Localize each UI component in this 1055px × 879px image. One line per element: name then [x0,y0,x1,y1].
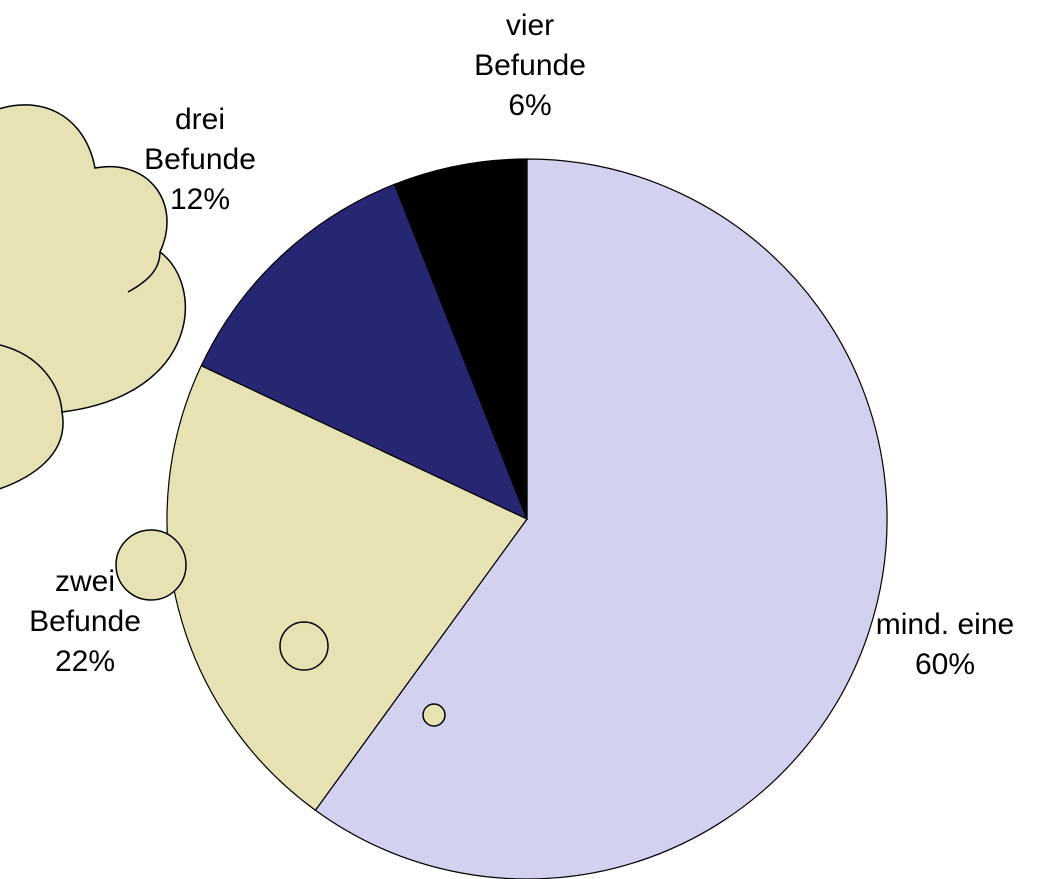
slice-label: zwei Befunde 22% [10,562,160,682]
cloud-fold [127,251,161,293]
category-label: drei Befunde [144,103,256,176]
value-label: 12% [169,183,231,216]
slice-label: mind. eine 60% [855,605,1035,685]
thought-bubble [0,104,446,727]
value-label: 60% [914,648,976,681]
value-label: 22% [54,645,116,678]
cloud-fold [0,344,63,413]
pie-slice [393,158,528,520]
slice-label: drei Befunde 12% [125,100,275,220]
cloud [0,104,187,490]
value-label: 6% [508,89,552,122]
bubble [115,529,187,601]
pie-slice [200,183,529,521]
slice-label: vier Befunde 6% [455,6,605,126]
category-label: zwei Befunde [29,565,141,638]
category-label: vier Befunde [474,9,586,82]
pie-slice [314,158,888,879]
bubble [279,621,329,671]
bubble [422,703,446,727]
pie [166,158,888,879]
category-label: mind. eine [875,608,1015,641]
